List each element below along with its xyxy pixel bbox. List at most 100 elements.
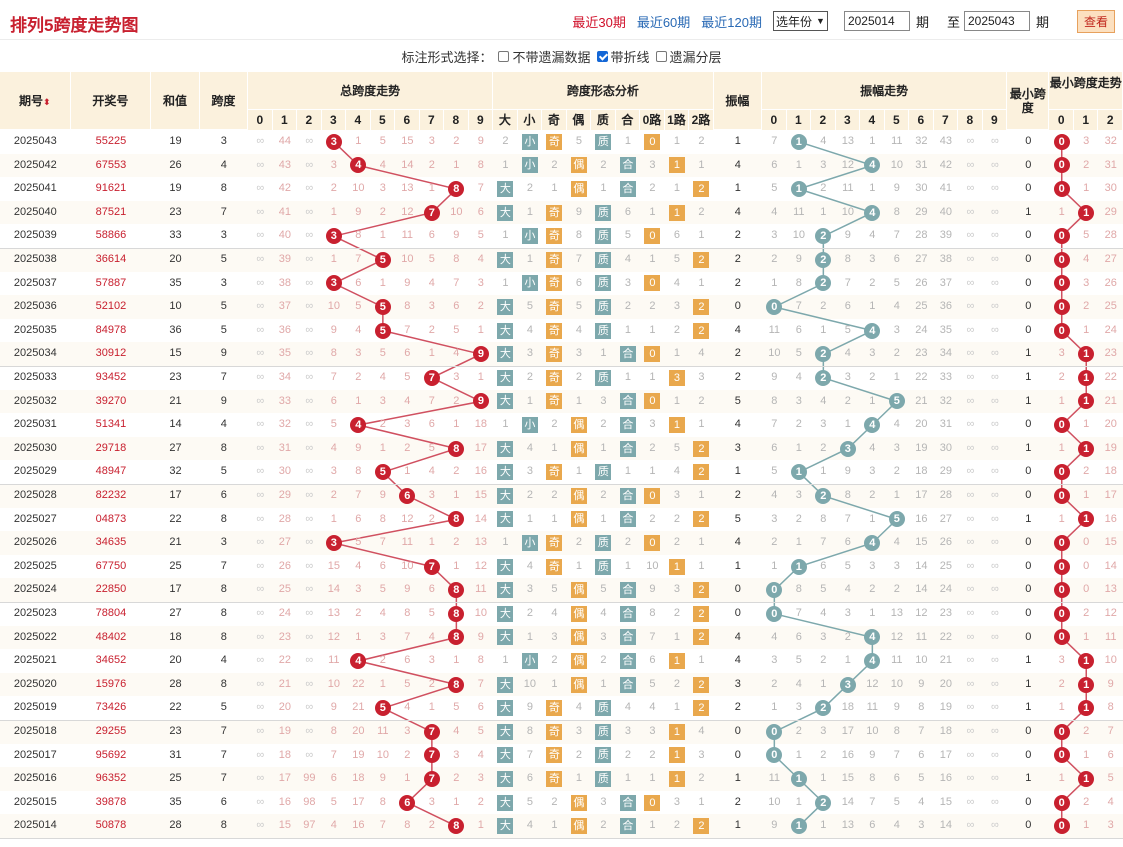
row-draw[interactable]: 96352 [95, 772, 127, 785]
option-no-missing[interactable]: 不带遗漏数据 [498, 47, 591, 66]
amp-miss: ∞ [990, 441, 999, 454]
span-miss: 1 [355, 630, 362, 643]
row-draw[interactable]: 52102 [95, 300, 127, 313]
row-draw[interactable]: 84978 [95, 323, 127, 336]
shape-tag: 合 [619, 157, 636, 174]
amp-miss: 18 [841, 701, 854, 714]
row-min-span: 1 [1025, 512, 1032, 525]
span-miss: 8 [477, 654, 484, 667]
checkbox-with-line[interactable] [596, 50, 608, 62]
span-miss: 8 [404, 607, 411, 619]
amp-miss: 5 [918, 772, 925, 785]
amp-ball: 2 [815, 794, 832, 811]
span-miss: 1 [330, 512, 337, 525]
row-draw[interactable]: 48402 [95, 630, 127, 643]
checkbox-layered[interactable] [655, 50, 667, 62]
span-miss: 5 [428, 441, 435, 454]
row-draw[interactable]: 29255 [95, 725, 127, 737]
row-draw[interactable]: 55225 [95, 135, 127, 147]
row-period: 2025022 [13, 630, 57, 643]
row-draw[interactable]: 34635 [95, 536, 127, 549]
row-draw[interactable]: 78804 [95, 607, 127, 619]
amp-miss: 8 [820, 512, 827, 525]
shape-tag: 大 [497, 794, 514, 811]
row-draw[interactable]: 95692 [95, 748, 127, 761]
shape-miss: 1 [649, 465, 656, 478]
amp-miss: ∞ [966, 229, 975, 242]
span-ball: 5 [374, 700, 391, 717]
option-layered[interactable]: 遗漏分层 [655, 47, 722, 66]
min-miss: 1 [1083, 489, 1090, 501]
row-draw[interactable]: 48947 [95, 465, 127, 478]
row-draw[interactable]: 15976 [95, 677, 127, 690]
span-miss: ∞ [305, 559, 314, 572]
span-miss: 1 [453, 559, 460, 572]
row-draw[interactable]: 51341 [95, 418, 127, 431]
row-draw[interactable]: 36614 [95, 253, 127, 265]
shape-miss: 5 [526, 300, 533, 313]
sort-icon[interactable]: ⬍ [43, 97, 51, 107]
shape-tag: 质 [595, 299, 612, 315]
shape-miss: 9 [649, 583, 656, 596]
row-draw[interactable]: 67553 [95, 158, 127, 171]
amp-miss: 1 [844, 654, 851, 667]
header-amp-trend-col-2: 2 [811, 110, 836, 130]
row-draw[interactable]: 30912 [95, 347, 127, 360]
row-draw[interactable]: 93452 [95, 371, 127, 383]
to-period-input[interactable] [963, 11, 1030, 31]
amp-miss: ∞ [966, 819, 975, 832]
span-miss: ∞ [305, 182, 314, 195]
row-draw[interactable]: 50878 [95, 819, 127, 832]
span-miss: 1 [379, 276, 386, 289]
row-draw[interactable]: 57887 [95, 276, 127, 289]
row-draw[interactable]: 67750 [95, 559, 127, 572]
row-draw[interactable]: 87521 [95, 205, 127, 218]
shape-tag: 奇 [546, 700, 563, 717]
recent-120-link[interactable]: 最近120期 [701, 14, 762, 30]
option-with-line[interactable]: 带折线 [596, 47, 650, 66]
header-sum: 和值 [151, 72, 200, 130]
amp-miss: 8 [869, 772, 876, 785]
shape-miss: 1 [600, 182, 607, 195]
span-miss: 4 [404, 394, 411, 407]
row-draw[interactable]: 91621 [95, 182, 127, 195]
checkbox-no-missing[interactable] [498, 50, 510, 62]
year-select[interactable]: 选年份 ▼ [773, 11, 828, 31]
row-draw[interactable]: 04873 [95, 512, 127, 525]
amp-miss: 12 [866, 677, 879, 690]
row-draw[interactable]: 29718 [95, 441, 127, 454]
row-draw[interactable]: 58866 [95, 229, 127, 242]
row-sum: 32 [169, 465, 182, 478]
shape-miss: 1 [673, 347, 680, 360]
shape-tag: 1 [668, 653, 685, 669]
shape-miss: 2 [673, 536, 680, 549]
span-miss: 10 [474, 607, 487, 619]
row-draw[interactable]: 39878 [95, 795, 127, 808]
amp-miss: 30 [915, 182, 928, 195]
row-draw[interactable]: 34652 [95, 654, 127, 667]
shape-miss: 1 [526, 394, 533, 407]
min-miss: 3 [1083, 276, 1090, 289]
span-miss: 2 [379, 654, 386, 667]
recent-30-link[interactable]: 最近30期 [572, 14, 626, 30]
span-miss: 3 [330, 465, 337, 478]
row-draw[interactable]: 82232 [95, 489, 127, 501]
span-miss: 5 [355, 300, 362, 313]
min-miss: 11 [1105, 630, 1117, 643]
amp-miss: 17 [915, 489, 928, 501]
amp-miss: ∞ [990, 819, 999, 832]
recent-60-link[interactable]: 最近60期 [636, 14, 691, 30]
amp-miss: 18 [915, 465, 928, 478]
shape-miss: 1 [624, 772, 631, 785]
from-period-input[interactable] [843, 11, 910, 31]
span-miss: 1 [453, 418, 460, 431]
row-sum: 17 [169, 489, 182, 501]
row-draw[interactable]: 39270 [95, 394, 127, 407]
row-draw[interactable]: 73426 [95, 701, 127, 714]
shape-tag: 奇 [546, 346, 563, 363]
row-draw[interactable]: 22850 [95, 583, 127, 596]
shape-miss: 10 [523, 677, 536, 690]
view-button[interactable]: 查看 [1076, 9, 1115, 33]
header-span-trend-col-6: 6 [395, 110, 420, 130]
shape-tag: 偶 [570, 605, 587, 622]
